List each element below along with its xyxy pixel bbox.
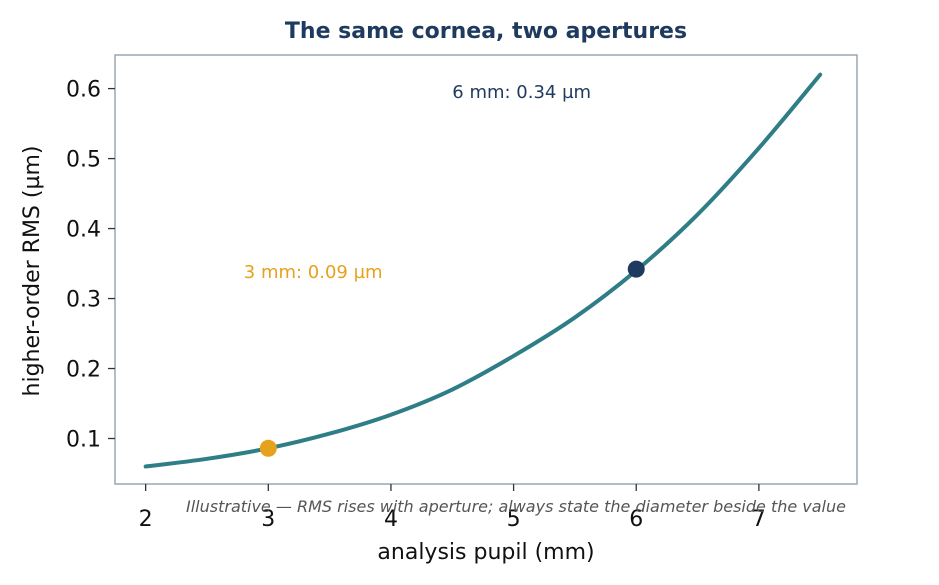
plot-area-frame	[114, 54, 858, 485]
x-tick-label: 7	[752, 507, 766, 532]
annotation-2: 6 mm: 0.34 µm	[452, 82, 591, 103]
y-axis-label: higher-order RMS (µm)	[20, 146, 45, 397]
x-axis-ticks: 2 3 4 5 6 7	[139, 484, 766, 532]
x-tick-label: 5	[507, 507, 521, 532]
y-tick-label: 0.5	[66, 148, 101, 173]
y-axis-ticks: 0.1 0.2 0.3 0.4 0.5 0.6	[66, 78, 115, 453]
x-tick-label: 3	[261, 507, 275, 532]
x-tick-label: 4	[384, 507, 398, 532]
annotation-1: 3 mm: 0.09 µm	[244, 262, 383, 283]
y-tick-label: 0.4	[66, 218, 101, 243]
x-tick-label: 6	[629, 507, 643, 532]
highlight-point-2	[627, 260, 645, 278]
chart-caption: Illustrative — RMS rises with aperture; …	[186, 497, 846, 516]
y-tick-label: 0.1	[66, 428, 101, 453]
highlight-point-1	[259, 439, 277, 457]
y-tick-label: 0.2	[66, 358, 101, 383]
x-axis-label: analysis pupil (mm)	[377, 540, 594, 565]
chart-title: The same cornea, two apertures	[285, 19, 687, 44]
y-tick-label: 0.6	[66, 78, 101, 103]
annotations: 3 mm: 0.09 µm 6 mm: 0.34 µm	[244, 82, 591, 283]
highlight-points	[259, 260, 645, 457]
x-tick-label: 2	[139, 507, 153, 532]
y-tick-label: 0.3	[66, 288, 101, 313]
